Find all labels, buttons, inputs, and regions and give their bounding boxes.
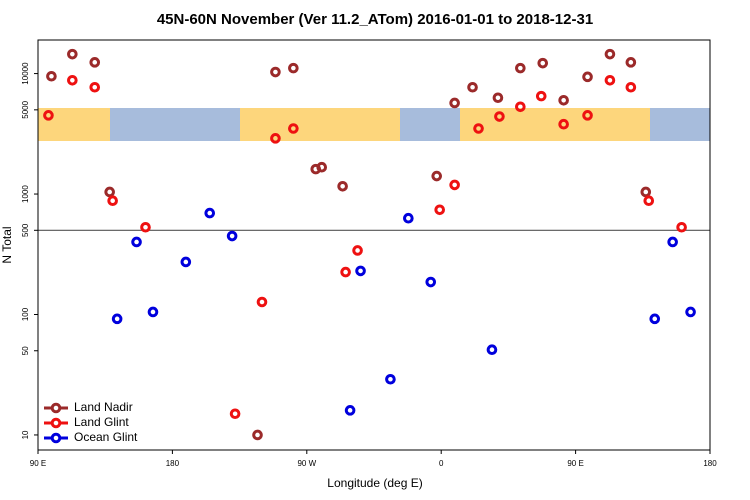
y-tick-label: 1000 [21,185,30,203]
point [558,118,569,130]
legend-label: Ocean Glint [74,430,138,444]
point [473,123,484,134]
point [625,57,637,68]
point [337,180,348,192]
point [107,195,118,207]
point [494,111,505,122]
y-tick-label: 500 [21,223,30,237]
point [131,236,142,248]
x-tick-label: 90 W [297,459,316,468]
point [316,161,328,173]
legend-label: Land Glint [74,415,129,429]
point [625,81,637,93]
point [147,306,159,318]
x-tick-label: 0 [439,459,444,468]
point [89,57,101,68]
point [288,123,299,134]
point [46,70,57,82]
y-tick-label: 10000 [21,62,30,85]
point [111,313,123,325]
y-axis-label: N Total [0,226,14,263]
legend-marker [50,417,62,429]
point [67,48,78,60]
point [685,306,696,318]
point [449,179,460,191]
point [89,81,101,93]
point [270,66,281,78]
point [385,373,396,385]
point [582,71,593,83]
point [667,236,678,248]
legend-label: Land Nadir [74,400,133,414]
y-tick-label: 50 [21,346,30,355]
legend-marker [50,402,62,414]
point [352,245,363,256]
point [288,62,299,74]
y-tick-label: 10 [21,430,30,439]
point [204,207,216,219]
point [515,62,526,74]
point [252,429,263,441]
point [582,110,593,121]
legend-marker [50,432,62,444]
point [434,204,446,216]
point [643,195,655,207]
x-tick-label: 180 [166,459,180,468]
point [492,92,504,104]
point [270,133,281,144]
x-tick-label: 90 E [30,459,46,468]
chart-title: 45N-60N November (Ver 11.2_ATom) 2016-01… [157,11,593,28]
point [676,221,687,233]
point [604,74,616,86]
point [344,405,356,416]
x-tick-label: 180 [703,459,717,468]
point [604,48,616,60]
point [256,296,268,308]
point [67,74,78,86]
map-band [38,108,710,141]
point [449,97,460,109]
point [537,57,549,69]
point [226,230,238,242]
point [486,344,498,356]
x-tick-label: 90 E [567,459,583,468]
point [515,101,526,113]
plot-frame [37,39,711,451]
point [403,212,414,224]
x-axis-label: Longitude (deg E) [327,476,422,490]
point [425,276,437,288]
point [431,170,443,182]
point [229,408,241,420]
point [180,256,192,268]
point [467,81,478,93]
y-tick-label: 100 [21,307,30,321]
y-tick-label: 5000 [21,100,30,118]
point [140,221,151,233]
point [649,313,661,325]
point [535,90,547,102]
point [640,186,652,198]
point [104,186,115,198]
point [340,266,351,278]
point [355,265,366,277]
point [558,95,569,106]
point [43,110,54,121]
